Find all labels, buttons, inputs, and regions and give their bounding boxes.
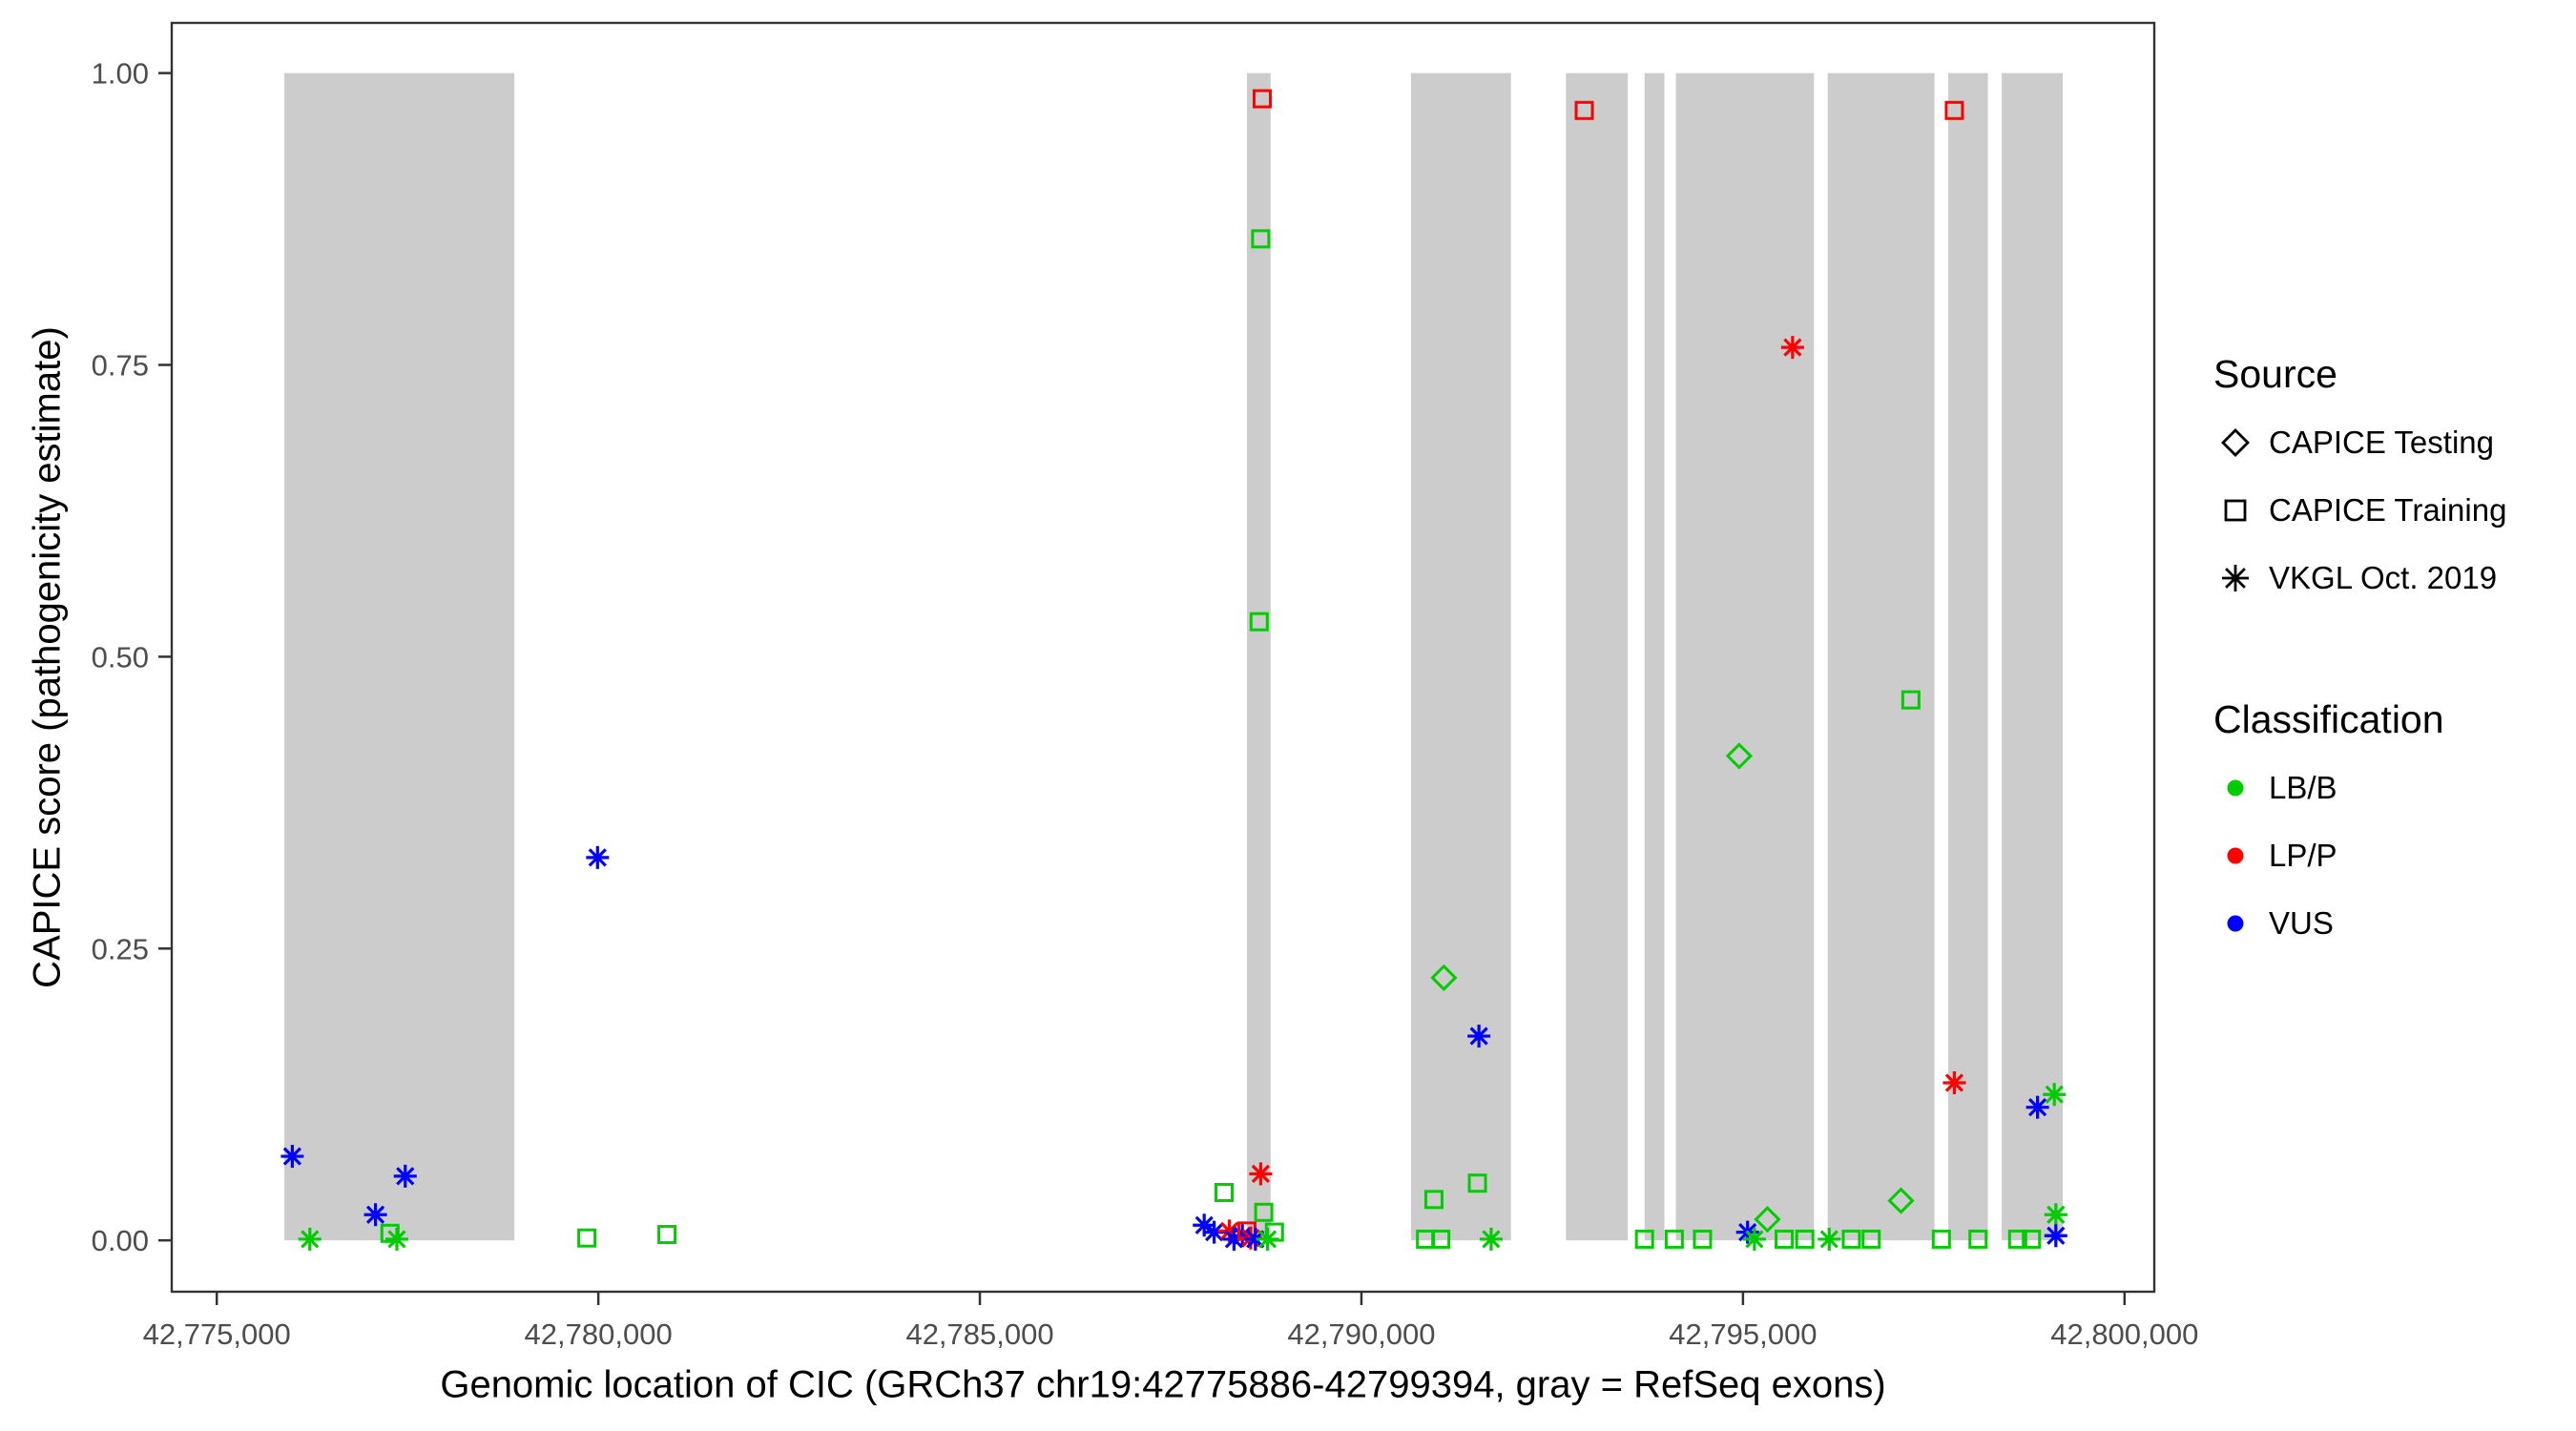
square-point [1861, 1229, 1881, 1249]
square-point [1693, 1229, 1713, 1249]
y-tick-label: 0.25 [92, 932, 149, 965]
exon-region [1566, 73, 1629, 1241]
x-tick-label: 42,790,000 [1287, 1317, 1435, 1351]
asterisk-point [2043, 1083, 2067, 1107]
legend-item-capice-testing: CAPICE Testing [2213, 421, 2566, 465]
exon-region [1675, 73, 1815, 1241]
asterisk-point [1202, 1220, 1226, 1244]
legend-item-label: CAPICE Testing [2269, 425, 2494, 460]
y-tick-label: 0.00 [92, 1224, 149, 1257]
square-point [1795, 1229, 1815, 1249]
blue-dot-icon [2227, 915, 2244, 932]
x-tick-label: 42,785,000 [905, 1317, 1053, 1351]
legend-item-vkgl: VKGL Oct. 2019 [2213, 556, 2566, 600]
square-point [1467, 1173, 1487, 1193]
legend-item-lpp: LP/P [2213, 834, 2566, 878]
x-tick-label: 42,795,000 [1669, 1317, 1817, 1351]
x-tick-label: 42,800,000 [2050, 1317, 2198, 1351]
square-point [1214, 1182, 1234, 1202]
square-point [1901, 690, 1921, 710]
exon-region [1246, 73, 1271, 1241]
square-point [2022, 1229, 2042, 1249]
legend-item-label: VUS [2269, 905, 2334, 941]
asterisk-point [1818, 1227, 1841, 1251]
exon-region [1644, 73, 1665, 1241]
y-tick-label: 0.75 [92, 349, 149, 383]
legend-classification-block: Classification LB/B LP/P VUS [2213, 696, 2566, 945]
square-point [1252, 89, 1272, 109]
asterisk-point [364, 1203, 387, 1227]
legend-item-vus: VUS [2213, 902, 2566, 945]
square-point [2007, 1229, 2027, 1249]
legend-item-label: CAPICE Training [2269, 492, 2507, 528]
legend-item-label: LB/B [2269, 770, 2337, 805]
asterisk-point [298, 1227, 322, 1251]
asterisk-icon [2222, 565, 2249, 591]
exon-region [284, 73, 515, 1241]
y-tick-label: 1.00 [92, 57, 149, 91]
square-point [1423, 1190, 1444, 1210]
asterisk-point [280, 1145, 304, 1169]
diamond-point [1725, 742, 1754, 770]
asterisk-point [1942, 1070, 1966, 1094]
asterisk-point [2044, 1203, 2067, 1227]
legend-item-label: LP/P [2269, 838, 2337, 873]
diamond-point [1887, 1187, 1915, 1214]
y-axis-title: CAPICE score (pathogenicity estimate) [26, 326, 69, 988]
square-point [1574, 100, 1594, 120]
asterisk-point [1780, 336, 1804, 360]
legend-item-label: VKGL Oct. 2019 [2269, 560, 2498, 595]
diamond-point [1430, 964, 1458, 991]
legend-source-block: Source CAPICE Testing CAPICE Training [2213, 351, 2566, 600]
square-point [1634, 1229, 1654, 1249]
x-tick-label: 42,775,000 [143, 1317, 291, 1351]
diamond-point [1754, 1206, 1781, 1234]
square-point [1931, 1229, 1951, 1249]
square-point [1431, 1229, 1451, 1249]
legend-item-capice-training: CAPICE Training [2213, 488, 2566, 532]
square-point [1944, 100, 1964, 120]
square-point [1254, 1202, 1274, 1222]
exon-region [2002, 73, 2064, 1241]
red-dot-icon [2227, 847, 2244, 864]
asterisk-point [384, 1227, 408, 1251]
legend-classification-title: Classification [2213, 697, 2444, 741]
square-point [657, 1225, 677, 1245]
square-point [1775, 1229, 1795, 1249]
diamond-icon [2221, 428, 2250, 457]
square-point [1264, 1222, 1284, 1242]
legend-source-title: Source [2213, 352, 2337, 396]
asterisk-point [1231, 1224, 1255, 1248]
square-icon [2224, 499, 2247, 522]
asterisk-point [1742, 1227, 1766, 1251]
square-point [1249, 612, 1269, 632]
exon-region [1827, 73, 1935, 1241]
x-tick-label: 42,780,000 [525, 1317, 673, 1351]
legend-item-lbb: LB/B [2213, 766, 2566, 810]
asterisk-point [586, 845, 610, 869]
asterisk-point [2044, 1224, 2067, 1248]
square-point [1251, 229, 1271, 249]
asterisk-point [393, 1164, 417, 1188]
x-axis-title: Genomic location of CIC (GRCh37 chr19:42… [440, 1363, 1886, 1406]
square-point [577, 1228, 597, 1248]
asterisk-point [1193, 1213, 1216, 1237]
asterisk-point [1479, 1227, 1503, 1251]
exon-region [1410, 73, 1511, 1241]
square-point [1968, 1229, 1988, 1249]
green-dot-icon [2227, 779, 2244, 797]
exon-region [1948, 73, 1988, 1241]
asterisk-point [1467, 1025, 1491, 1048]
square-point [1664, 1229, 1684, 1249]
panel-border [170, 21, 2156, 1294]
asterisk-point [2025, 1095, 2049, 1119]
y-tick-label: 0.50 [92, 640, 149, 674]
legend: Source CAPICE Testing CAPICE Training [2213, 351, 2566, 945]
square-point [1841, 1229, 1861, 1249]
asterisk-point [1249, 1162, 1273, 1186]
